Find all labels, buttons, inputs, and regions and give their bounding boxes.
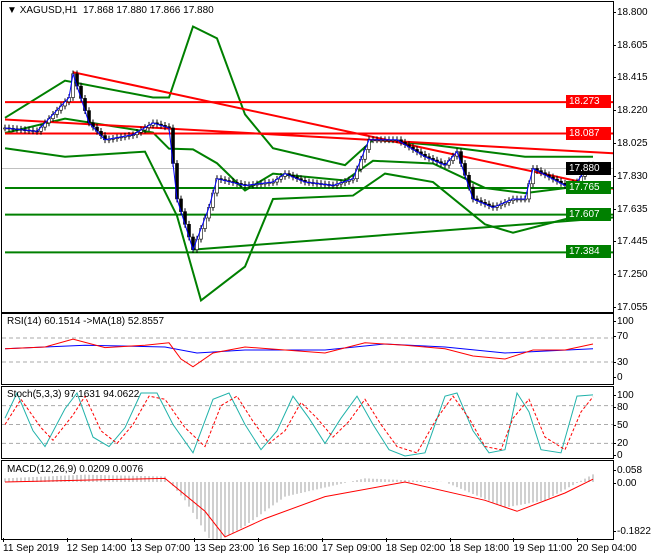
rsi-chart (2, 337, 613, 368)
resistance-line (4, 118, 613, 155)
stoch-tick: 0 (613, 450, 623, 461)
stochastic-main-line (4, 391, 594, 457)
time-tick: 11 Sep 2019 (3, 543, 59, 554)
price-level-badge: 18.273 (566, 95, 611, 109)
macd-signal-line (4, 477, 594, 538)
macd-pane[interactable]: MACD(12,26,9) 0.0209 0.0076 (1, 460, 614, 540)
price-tick: 17.635 (613, 203, 648, 215)
stoch-tick: 20 (612, 438, 629, 449)
time-tick-mark (258, 538, 260, 542)
price-tick: 17.250 (613, 269, 648, 281)
price-level-badge: 17.765 (566, 180, 611, 194)
macd-label: MACD(12,26,9) 0.0209 0.0076 (7, 464, 144, 475)
time-tick: 16 Sep 16:00 (258, 543, 318, 554)
stoch-tick: 50 (612, 420, 629, 431)
stochastic-label: Stoch(5,3,3) 97.1631 94.0622 (7, 389, 140, 400)
time-tick: 12 Sep 14:00 (66, 543, 127, 554)
rsi-pane[interactable]: RSI(14) 60.1514 ->MA(18) 52.8557 (1, 313, 614, 385)
time-tick-mark (577, 538, 579, 542)
symbol-header: ▼ XAGUSD,H1 17.868 17.880 17.866 17.880 (7, 5, 214, 16)
rsi-tick: 30 (612, 357, 629, 368)
price-level-badge: 17.384 (566, 245, 611, 259)
dropdown-triangle-icon[interactable]: ▼ (7, 5, 17, 16)
bollinger-lower-band (4, 147, 594, 303)
price-chart (2, 25, 613, 303)
rsi-tick: 100 (613, 316, 634, 327)
time-tick-mark (385, 538, 387, 542)
price-chart-pane[interactable]: ▼ XAGUSD,H1 17.868 17.880 17.866 17.880 (1, 1, 614, 313)
time-tick-mark (3, 538, 4, 542)
time-tick-mark (513, 538, 515, 542)
stoch-tick: 80 (612, 402, 629, 413)
time-tick-mark (322, 538, 323, 542)
symbol-label: XAGUSD,H1 (19, 5, 78, 16)
price-tick: 17.445 (613, 236, 648, 248)
time-tick-mark (194, 538, 196, 542)
rsi-line (4, 338, 594, 368)
time-tick: 13 Sep 07:00 (130, 543, 191, 554)
time-tick: 18 Sep 18:00 (449, 543, 510, 554)
rsi-label: RSI(14) 60.1514 ->MA(18) 52.8557 (7, 316, 165, 327)
macd-tick: 0.058 (612, 465, 643, 476)
price-level-badge: 17.607 (566, 207, 611, 221)
price-tick: 18.415 (613, 72, 648, 84)
time-tick-mark (66, 538, 68, 542)
moving-average-line (4, 73, 594, 252)
time-tick: 13 Sep 23:00 (194, 543, 254, 554)
support-line (192, 216, 613, 251)
time-tick: 17 Sep 09:00 (322, 543, 382, 554)
time-tick-mark (130, 538, 132, 542)
macd-tick: -0.1822 (613, 526, 651, 537)
rsi-tick: 70 (612, 331, 629, 342)
macd-chart (4, 474, 594, 539)
rsi-tick: 0 (613, 372, 623, 383)
ohlc-values: 17.868 17.880 17.866 17.880 (83, 5, 214, 16)
rsi-ma-line (4, 343, 594, 354)
stochastic-signal-line (4, 395, 594, 454)
price-tick: 18.800 (613, 7, 648, 18)
price-level-badge: 17.880 (566, 161, 611, 175)
price-tick: 18.605 (613, 39, 648, 51)
time-tick: 20 Sep 04:00 (577, 543, 637, 554)
bollinger-middle-band (4, 117, 594, 195)
price-level-badges: 18.273 18.087 17.880 17.765 17.607 17.384 (566, 0, 612, 312)
price-tick: 17.830 (613, 170, 648, 182)
stochastic-pane[interactable]: Stoch(5,3,3) 97.1631 94.0622 (1, 386, 614, 459)
time-tick: 19 Sep 11:00 (513, 543, 573, 554)
price-tick: 18.025 (613, 138, 648, 149)
stochastic-chart (2, 391, 613, 457)
resistance-line (72, 71, 613, 190)
stoch-tick: 100 (613, 390, 634, 401)
price-axis[interactable]: 18.800 18.605 18.415 18.220 18.025 17.830 17.6… (612, 0, 660, 560)
time-tick: 18 Sep 02:00 (385, 543, 446, 554)
macd-tick: 0.00 (612, 478, 637, 489)
price-tick: 17.055 (613, 301, 648, 313)
price-level-badge: 18.087 (566, 126, 611, 140)
time-tick-mark (449, 538, 451, 542)
bollinger-upper-band (4, 25, 593, 167)
price-tick: 18.220 (613, 105, 648, 117)
